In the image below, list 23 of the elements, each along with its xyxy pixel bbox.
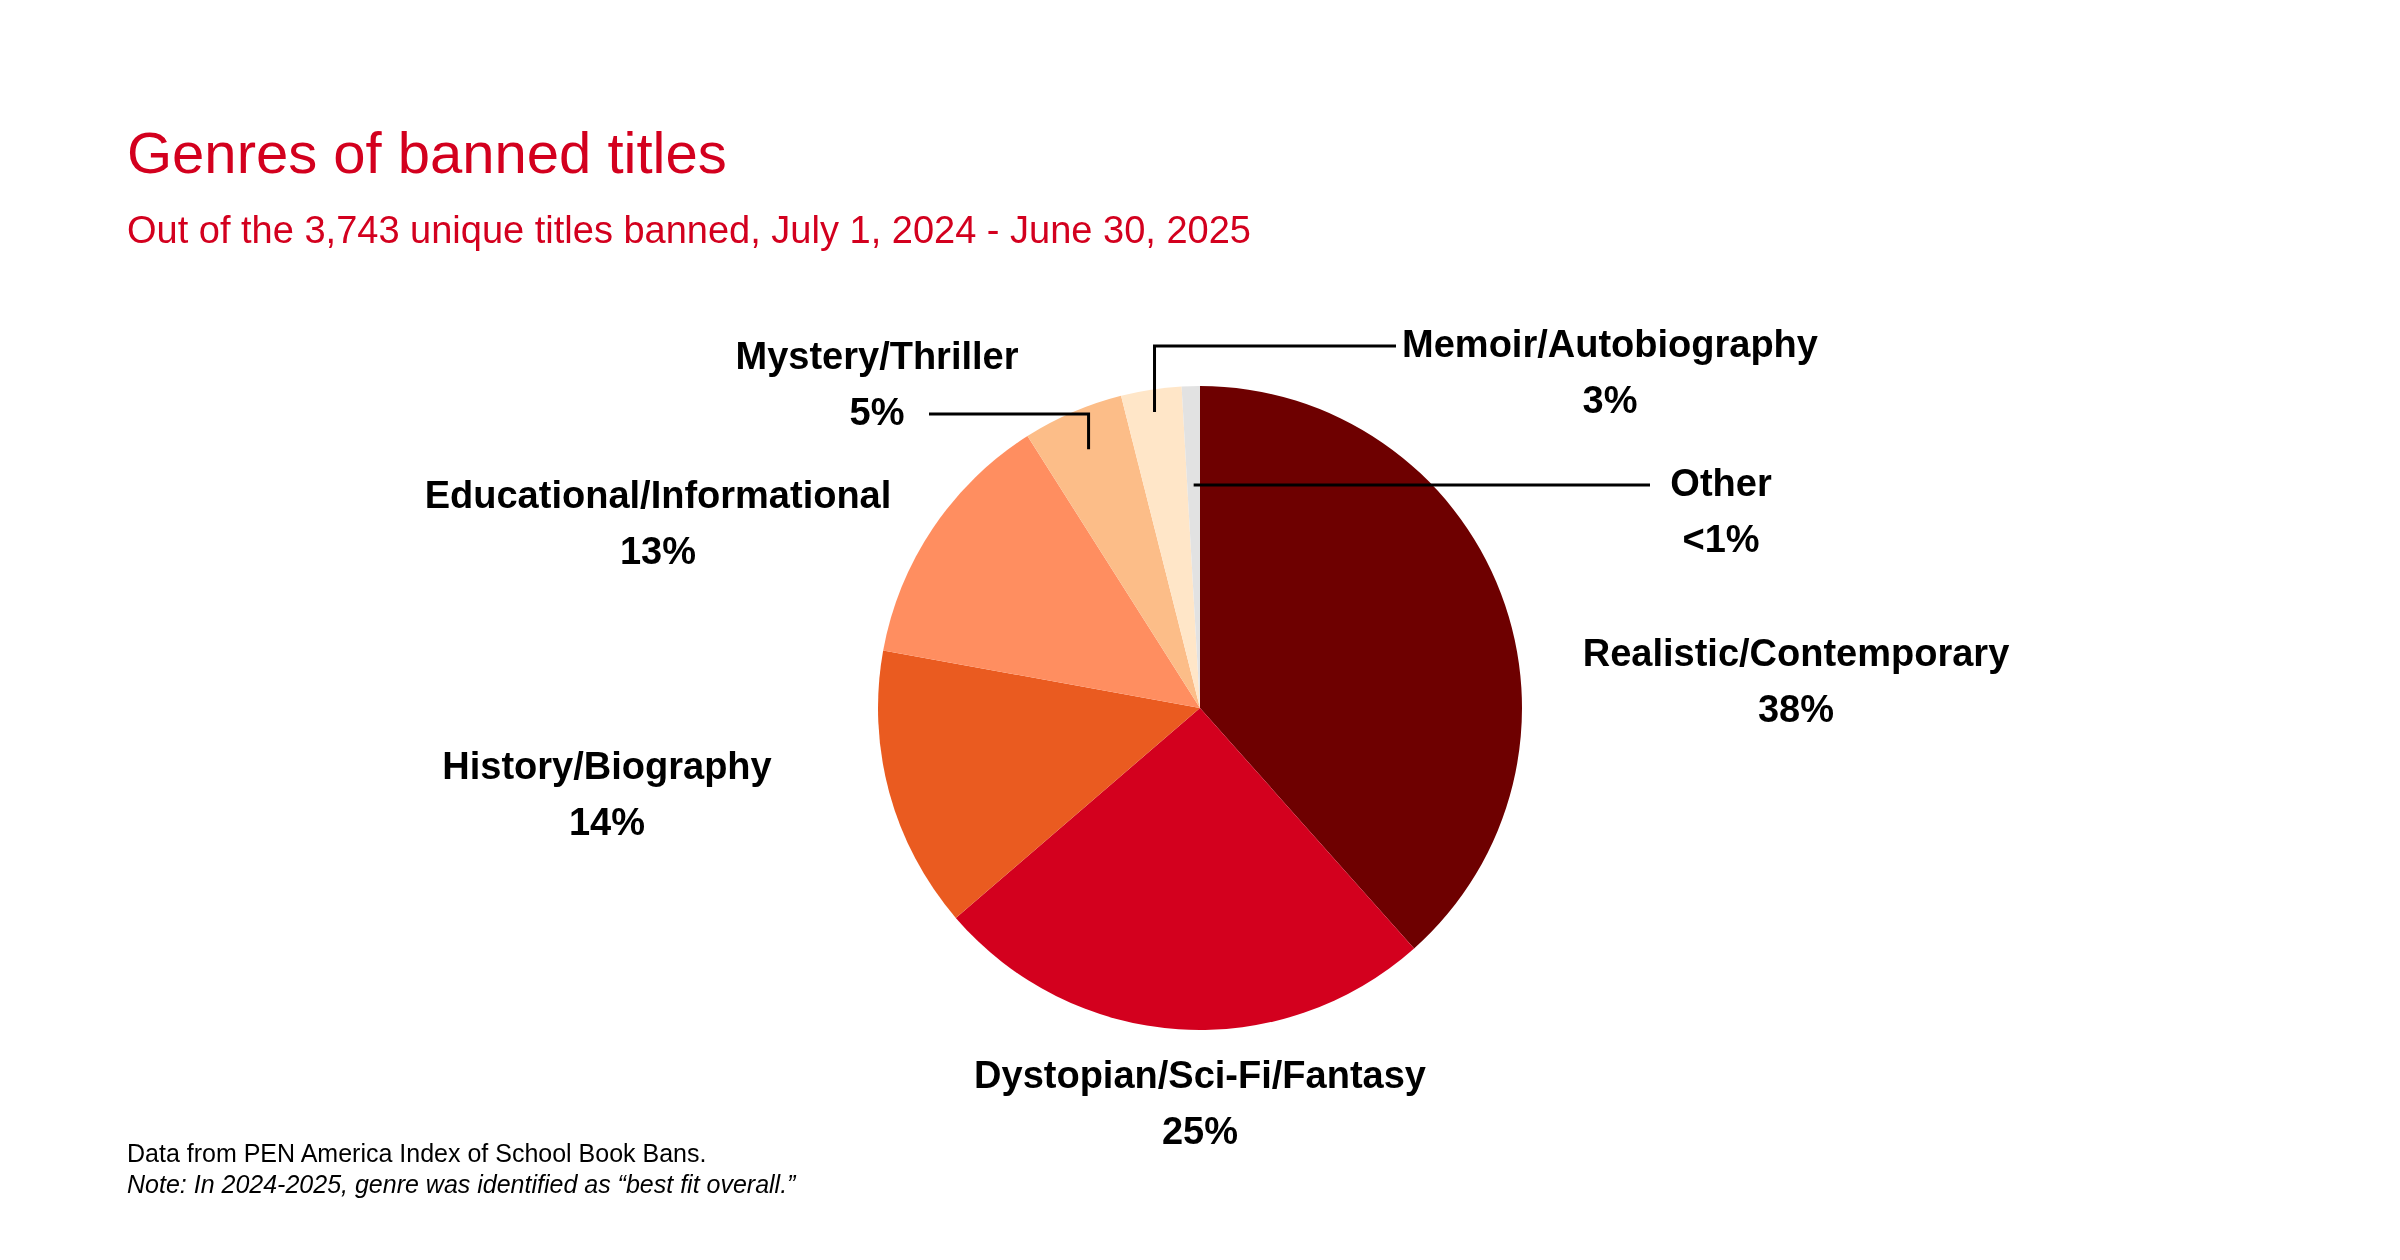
data-label: 38% bbox=[1757, 688, 1835, 730]
slice-label: Realistic/Contemporary bbox=[1582, 632, 2010, 674]
pie-slice bbox=[1121, 386, 1200, 708]
data-label: 25% bbox=[1161, 1110, 1239, 1152]
text: Data from PEN America Index of School Book Bans. bbox=[127, 1139, 707, 1167]
data-label: 14% bbox=[568, 801, 646, 843]
chart-title: Genres of banned titles bbox=[127, 120, 727, 185]
pie-slice bbox=[878, 650, 1200, 918]
slice-label: History/Biography bbox=[442, 745, 772, 787]
chart-subtitle: Out of the 3,743 unique titles banned, July 1, 2024 - June 30, 2025 bbox=[127, 209, 1251, 251]
slice-label: Dystopian/Sci-Fi/Fantasy bbox=[974, 1054, 1426, 1096]
data-label: 3% bbox=[1582, 379, 1638, 421]
pie-slice bbox=[955, 708, 1415, 1030]
pie-slice bbox=[1027, 395, 1200, 708]
slice-label: Memoir/Autobiography bbox=[1402, 323, 1818, 365]
slice-label: Educational/Informational bbox=[424, 474, 892, 516]
text: Note: In 2024-2025, genre was identified as “best fit overall.” bbox=[127, 1170, 798, 1198]
data-label: 13% bbox=[619, 530, 697, 572]
data-label: <1% bbox=[1682, 518, 1760, 560]
data-label: 5% bbox=[849, 391, 905, 433]
slice-label: Mystery/Thriller bbox=[735, 335, 1019, 377]
pie-slice bbox=[1200, 386, 1522, 949]
slice-label: Other bbox=[1670, 462, 1772, 504]
